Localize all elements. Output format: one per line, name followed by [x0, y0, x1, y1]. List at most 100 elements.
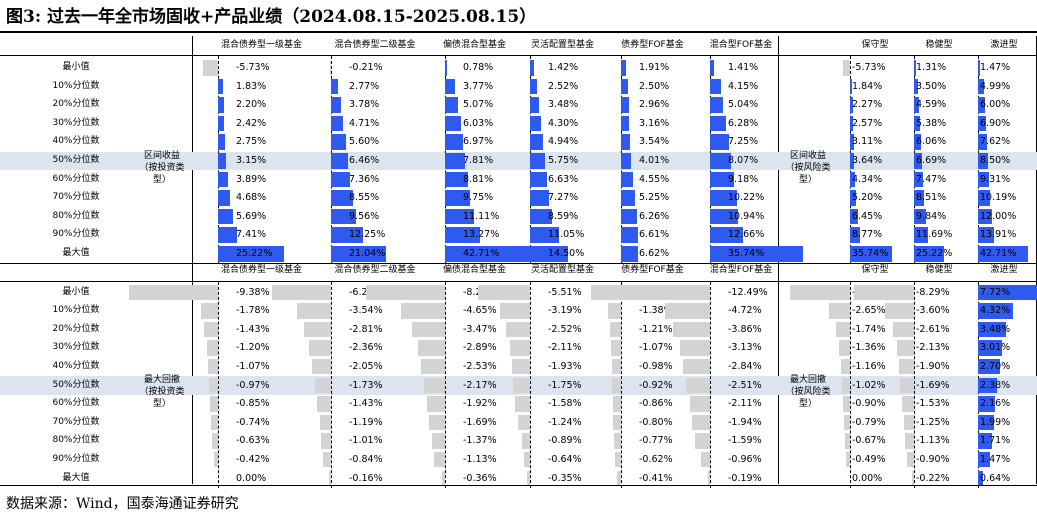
cell-value: 8.81%	[463, 173, 494, 185]
bar	[514, 396, 530, 412]
cell-value: -12.49%	[728, 286, 768, 298]
cell-value: -0.49%	[852, 453, 886, 465]
cell-value: 6.26%	[639, 210, 670, 222]
cell-value: 5.60%	[349, 136, 380, 148]
row-label: 80%分位数	[52, 435, 100, 446]
bar	[330, 60, 331, 76]
bar	[906, 451, 914, 468]
cell-value: 4.71%	[349, 117, 380, 129]
bar	[218, 246, 284, 262]
bar	[331, 115, 344, 132]
zero-axis	[530, 282, 531, 488]
bar	[978, 153, 989, 169]
cell-value: 3.11%	[852, 136, 883, 148]
bar	[978, 451, 990, 468]
bar	[206, 340, 218, 356]
bar	[506, 321, 530, 338]
left-group-label: 最大回撤（按投资类型）	[139, 375, 185, 410]
cell-value: 2.70%	[980, 360, 1011, 372]
cell-value: -0.74%	[236, 416, 270, 428]
bar	[850, 134, 854, 150]
cell-value: -9.38%	[236, 286, 270, 298]
title-rule	[0, 31, 1037, 33]
cell-value: 6.69%	[916, 155, 947, 166]
column-header: 保守型	[861, 265, 889, 275]
cell-value: 1.91%	[639, 62, 670, 73]
cell-value: -4.72%	[728, 305, 762, 317]
bar	[846, 451, 850, 468]
cell-value: -1.90%	[916, 360, 950, 372]
cell-value: -1.69%	[916, 379, 950, 391]
cell-value: 1.31%	[916, 62, 947, 73]
bar	[978, 208, 993, 225]
bar	[844, 433, 850, 449]
bar	[218, 97, 224, 113]
bar	[896, 340, 914, 356]
bar	[843, 60, 850, 76]
bar	[218, 153, 227, 169]
bar	[445, 134, 464, 150]
cell-value: -2.52%	[548, 323, 582, 335]
cell-value: 12.00%	[980, 210, 1017, 222]
zero-axis	[621, 282, 622, 488]
bar	[366, 284, 445, 301]
cell-value: 6.45%	[852, 210, 883, 222]
cell-value: 0.78%	[463, 62, 494, 73]
bar	[710, 97, 724, 113]
cell-value: 4.32%	[980, 305, 1011, 317]
cell-value: 1.99%	[980, 416, 1011, 428]
bar	[417, 340, 445, 356]
bar	[914, 171, 923, 188]
cell-value: 2.52%	[548, 80, 579, 92]
bar	[314, 377, 331, 394]
cell-value: 2.57%	[852, 117, 883, 129]
cell-value: -2.65%	[852, 305, 886, 317]
row-label: 最大值	[62, 472, 90, 483]
cell-value: 8.07%	[728, 155, 759, 166]
cell-value: -2.11%	[728, 398, 762, 410]
bar	[518, 414, 530, 431]
cell-value: 3.15%	[236, 155, 267, 166]
bar	[621, 78, 628, 95]
cell-value: -1.21%	[639, 323, 673, 335]
column-header: 保守型	[861, 40, 889, 50]
bar	[613, 414, 621, 431]
bar	[445, 190, 471, 206]
bar	[477, 284, 530, 301]
column-header: 灵活配置型基金	[530, 265, 594, 275]
bar	[434, 451, 445, 468]
cell-value: -0.41%	[639, 472, 673, 484]
bar	[509, 340, 530, 356]
bar	[850, 97, 853, 113]
bar	[331, 171, 351, 188]
bar	[710, 134, 729, 150]
bar	[424, 377, 445, 394]
column-header: 债券型FOF基金	[621, 40, 684, 50]
cell-value: -0.63%	[236, 435, 270, 447]
bar	[311, 358, 331, 375]
bar	[523, 451, 530, 468]
cell-value: -1.24%	[548, 416, 582, 428]
row-label: 10%分位数	[52, 305, 100, 316]
bar	[499, 303, 530, 319]
bar	[850, 190, 857, 206]
cell-value: -1.92%	[463, 398, 497, 410]
cell-value: 2.50%	[639, 80, 670, 92]
cell-value: 6.62%	[639, 248, 670, 259]
bar	[691, 414, 710, 431]
bar	[904, 414, 914, 431]
bar	[914, 134, 922, 150]
cell-value: 3.01%	[980, 342, 1011, 354]
bar	[400, 303, 445, 319]
bar	[530, 227, 559, 243]
bar	[850, 208, 858, 225]
bar	[978, 321, 1006, 338]
bar	[615, 451, 621, 468]
bar	[445, 171, 468, 188]
bar	[530, 208, 553, 225]
bar	[218, 190, 231, 206]
bar	[673, 321, 710, 338]
bar	[708, 470, 710, 487]
cell-value: 3.78%	[349, 99, 380, 111]
